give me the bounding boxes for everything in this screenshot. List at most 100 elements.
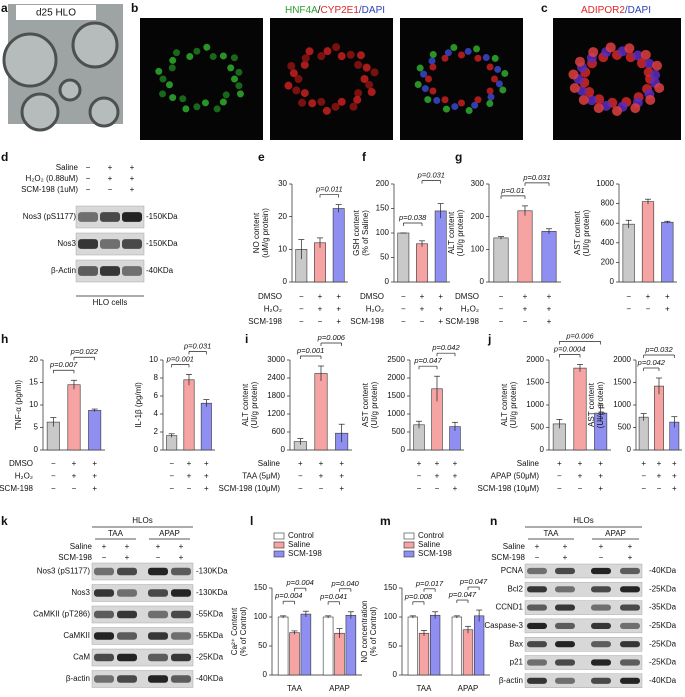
protein-label: cCaspase-3 — [480, 621, 523, 630]
y-axis-label: (UI/g protein) — [456, 209, 465, 256]
condition-sign: + — [187, 472, 192, 481]
condition-label: TAA (5μM) — [242, 472, 280, 481]
title-part: HNF4A — [285, 5, 318, 16]
error-bar — [522, 205, 528, 216]
legend-swatch — [273, 532, 285, 540]
y-tick-label: 0 — [283, 277, 288, 286]
condition-sign: + — [665, 305, 670, 314]
legend-label: SCM-198 — [418, 549, 452, 558]
y-axis-label: (UI/g protein) — [509, 381, 518, 428]
condition-sign: + — [130, 174, 135, 183]
protein-label: β-actin — [499, 676, 523, 685]
error-bar — [416, 420, 422, 429]
blot-band — [171, 589, 191, 597]
cell — [332, 43, 341, 52]
cell — [640, 49, 651, 60]
protein-label: CaM — [73, 653, 90, 662]
p-value: p=0.004 — [286, 578, 314, 587]
panel-label: h — [1, 332, 8, 346]
condition-label: DMSO — [360, 292, 384, 301]
p-value: p=0.004 — [274, 591, 302, 600]
cell — [594, 94, 605, 105]
p-value: p=0.040 — [331, 579, 360, 588]
panel-label: a — [1, 1, 8, 15]
error-bar — [546, 228, 552, 234]
organoid — [71, 21, 119, 69]
condition-sign: + — [523, 292, 528, 301]
y-tick-label: 600 — [601, 218, 615, 227]
p-value: p=0.047 — [448, 590, 477, 599]
condition-sign: + — [336, 292, 341, 301]
bar — [434, 210, 447, 283]
blot-band — [117, 610, 137, 619]
blot-band — [148, 675, 168, 683]
error-bar — [91, 408, 98, 412]
panel-label: j — [487, 332, 491, 346]
bar — [638, 416, 649, 451]
y-tick-label: 0 — [154, 445, 159, 454]
condition-sign: − — [401, 305, 406, 314]
y-tick-label: 1000 — [596, 179, 614, 188]
condition-sign: − — [169, 484, 174, 493]
condition-label: SCM-198 — [350, 317, 384, 326]
blot-strip — [524, 582, 643, 597]
condition-sign: + — [156, 542, 161, 551]
bar — [183, 379, 195, 451]
size-label: -40KDa — [649, 566, 677, 575]
condition-sign: + — [628, 542, 633, 551]
cell — [159, 75, 167, 83]
cell — [630, 103, 641, 114]
cell — [416, 64, 424, 72]
blot-band — [555, 677, 575, 684]
cell — [331, 102, 340, 111]
blot-strip — [524, 563, 643, 579]
condition-sign: + — [657, 472, 662, 481]
condition-sign: + — [563, 542, 568, 551]
y-axis-label: GSH content — [352, 209, 361, 256]
panel-title: ADIPOR2/DAPI — [581, 5, 651, 16]
condition-sign: − — [641, 472, 646, 481]
condition-sign: + — [672, 472, 677, 481]
size-label: -40KDa — [196, 674, 224, 683]
y-axis-label: (UI/g protein) — [250, 381, 259, 428]
y-tick-label: 0 — [385, 277, 390, 286]
p-value: p=0.038 — [398, 213, 427, 222]
blot-band — [78, 212, 98, 222]
p-value: p=0.0004 — [553, 344, 586, 353]
y-axis-label: AST content — [573, 210, 582, 255]
condition-sign: + — [672, 459, 677, 468]
condition-sign: + — [628, 553, 633, 562]
condition-sign: + — [179, 553, 184, 562]
condition-sign: − — [72, 484, 77, 493]
y-axis-label: (uM/g protein) — [261, 208, 270, 258]
p-value: p=0.047 — [413, 356, 442, 365]
y-tick-label: 200 — [376, 179, 390, 188]
cell — [298, 98, 307, 107]
size-label: -40KDa — [146, 266, 174, 275]
condition-sign: + — [646, 292, 651, 301]
title-part: CYP2E1 — [321, 5, 360, 16]
legend-swatch — [403, 550, 415, 558]
panel-label: b — [131, 1, 138, 15]
blot-band — [122, 212, 142, 222]
blot-band — [148, 632, 168, 640]
title-part: /DAPI — [625, 5, 651, 16]
organoid — [58, 78, 82, 102]
error-bar — [419, 240, 425, 247]
condition-sign: − — [417, 472, 422, 481]
condition-sign: + — [453, 459, 458, 468]
size-label: -150KDa — [146, 212, 178, 221]
panel-label: m — [380, 514, 391, 528]
cell — [421, 85, 429, 93]
micrograph — [140, 18, 263, 140]
y-tick-label: 20 — [29, 355, 38, 364]
condition-sign: + — [336, 317, 341, 326]
condition-sign: + — [125, 542, 130, 551]
blot-band — [94, 675, 114, 683]
blot-strip — [91, 562, 194, 581]
condition-sign: − — [187, 484, 192, 493]
y-tick-label: 1200 — [267, 409, 285, 418]
condition-sign: + — [92, 472, 97, 481]
blot-band — [620, 567, 640, 575]
cell — [612, 106, 622, 116]
